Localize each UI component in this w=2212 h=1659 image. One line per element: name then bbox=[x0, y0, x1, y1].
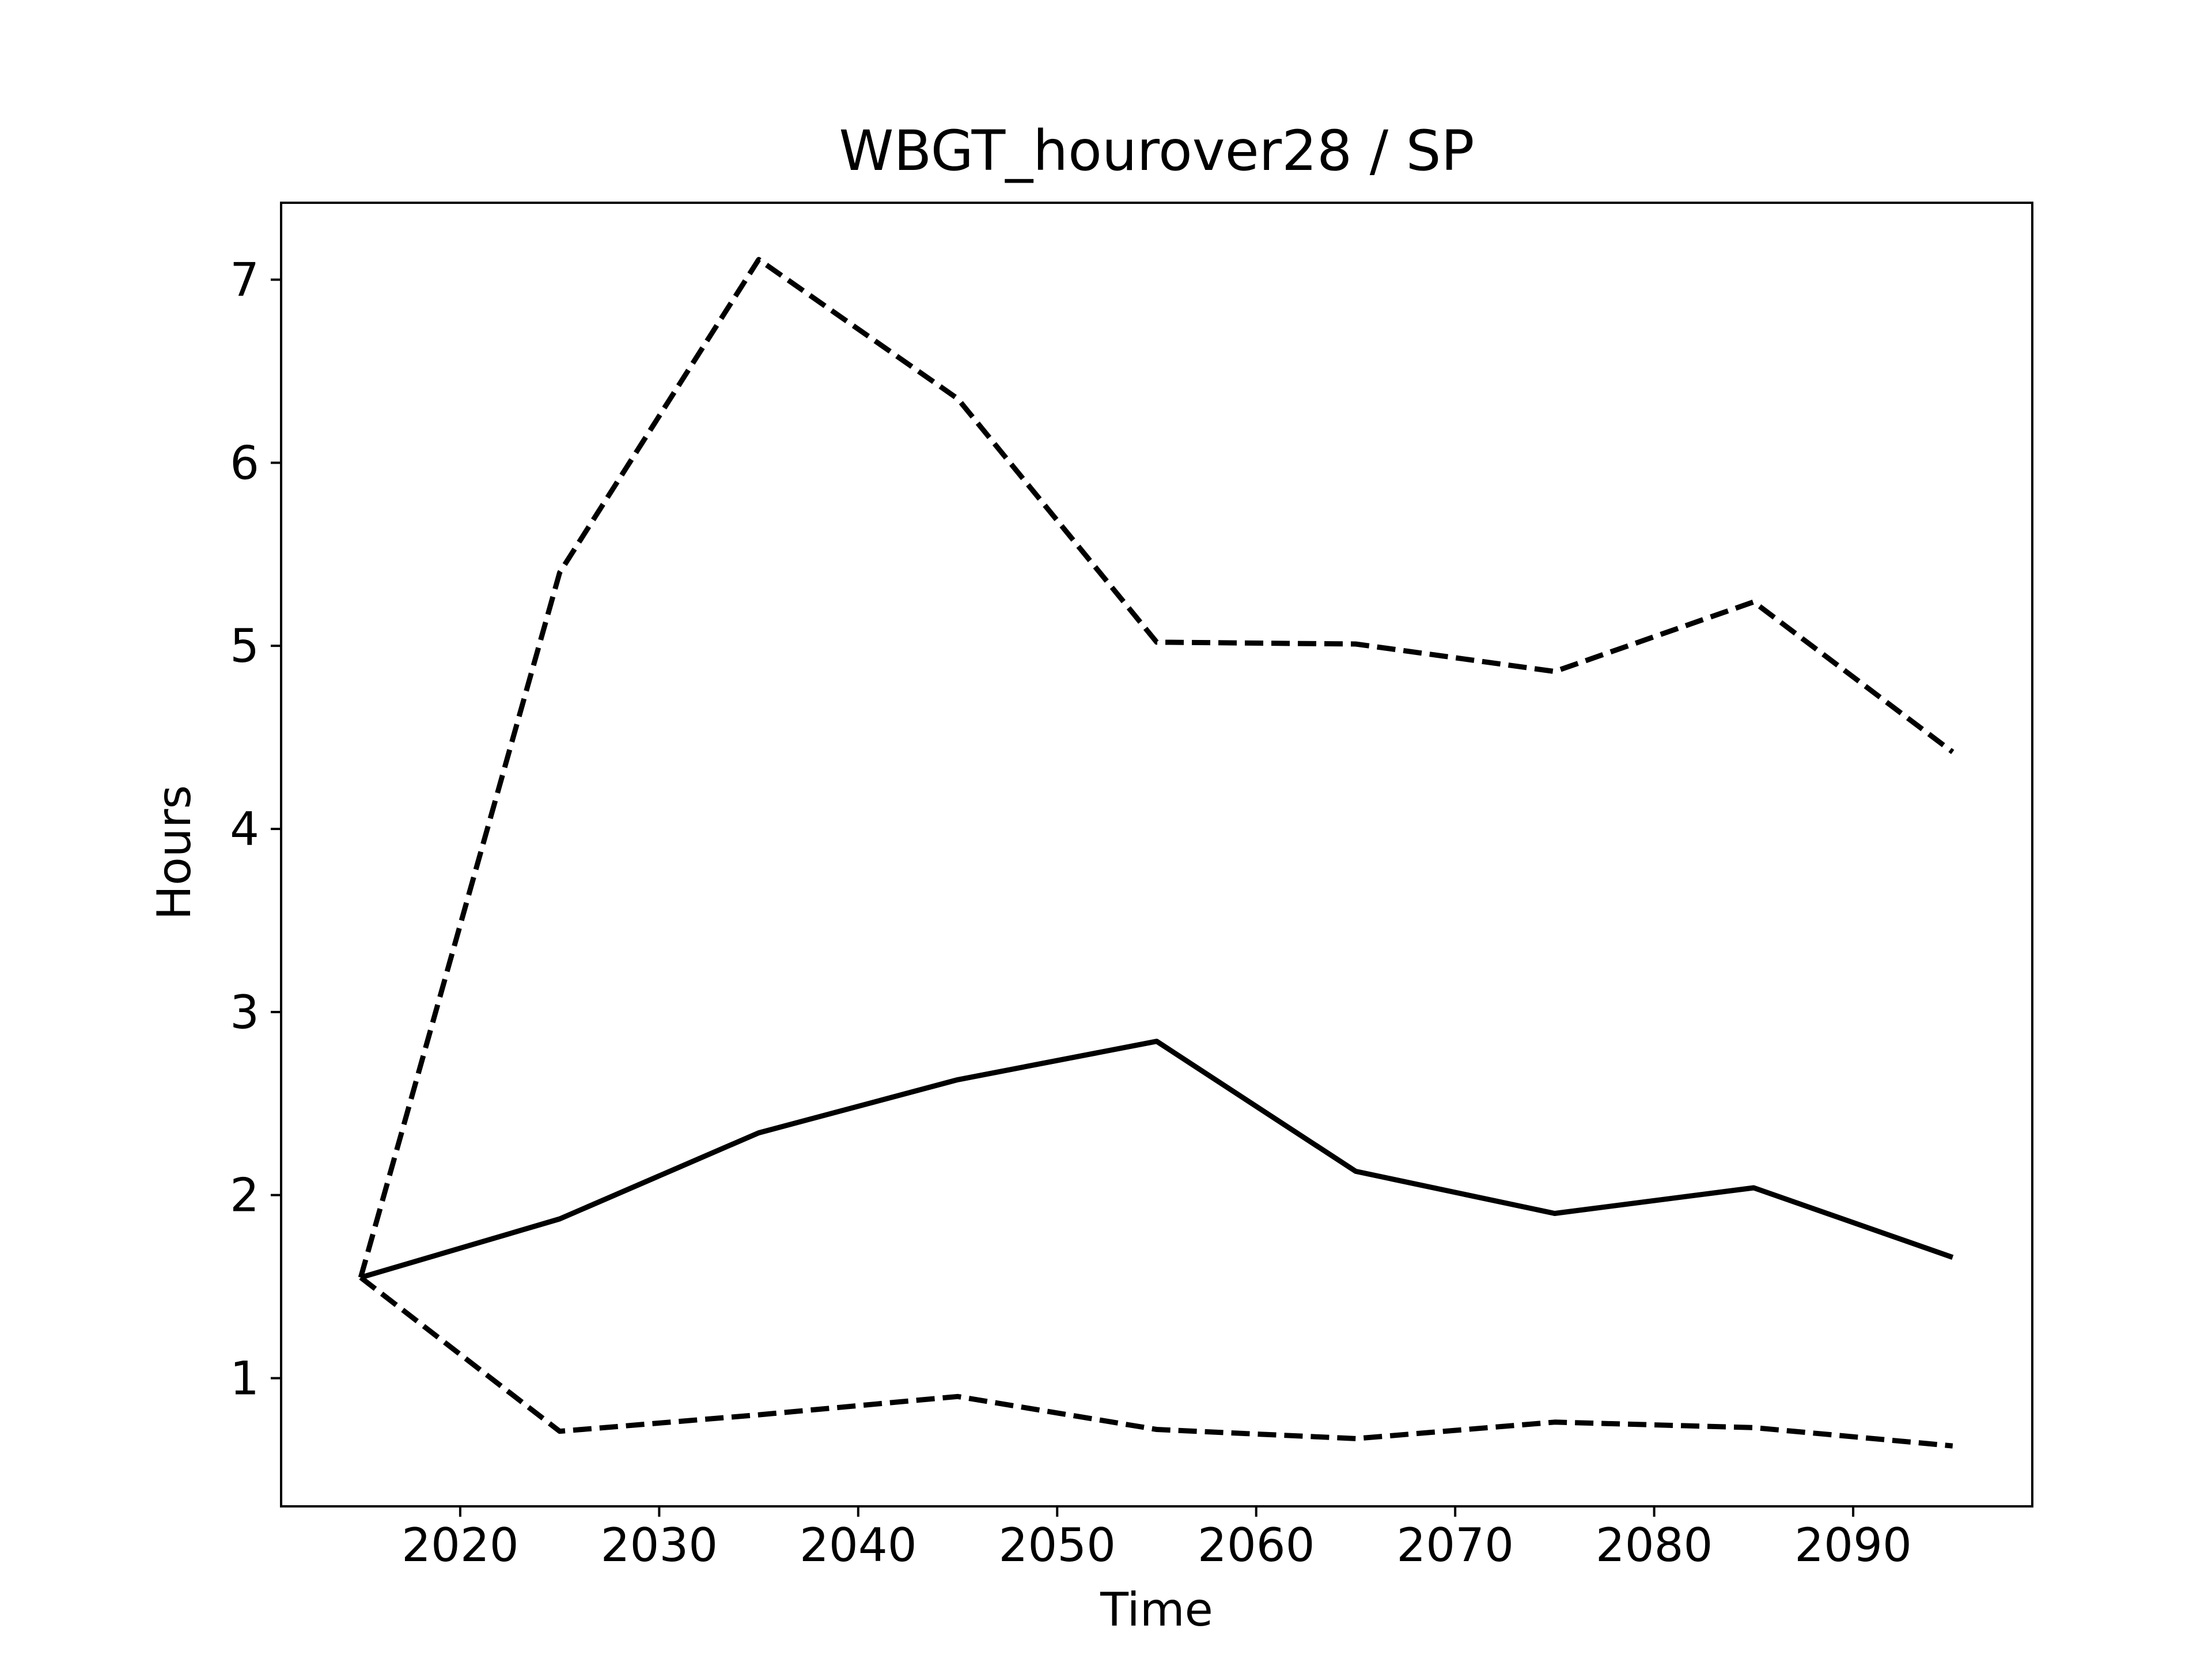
chart-title: WBGT_hourover28 / SP bbox=[839, 119, 1475, 183]
series-line-1 bbox=[359, 1039, 1954, 1281]
x-tick-label-2030: 2030 bbox=[601, 1518, 718, 1572]
y-tick-label-1: 1 bbox=[230, 1352, 259, 1406]
x-tick-label-2090: 2090 bbox=[1794, 1518, 1912, 1572]
series-line-3 bbox=[359, 1275, 1953, 1449]
plot-area: 2020 2030 2040 2050 2060 2070 2080 2090 1 2 3 4 5 6 7 bbox=[230, 202, 2033, 1572]
x-tick-label-2050: 2050 bbox=[998, 1518, 1116, 1572]
x-tick-label-2040: 2040 bbox=[800, 1518, 917, 1572]
x-tick-label-2060: 2060 bbox=[1198, 1518, 1315, 1572]
y-tick-label-4: 4 bbox=[230, 802, 259, 856]
y-tick-label-3: 3 bbox=[230, 986, 259, 1039]
y-tick-label-2: 2 bbox=[230, 1169, 259, 1222]
series-line-2 bbox=[358, 257, 1955, 1278]
plot-frame bbox=[280, 202, 2033, 1508]
y-tick-label-6: 6 bbox=[230, 436, 259, 490]
x-tick-label-2070: 2070 bbox=[1396, 1518, 1514, 1572]
x-tick-label-2080: 2080 bbox=[1596, 1518, 1713, 1572]
x-axis-title: Time bbox=[1100, 1583, 1213, 1637]
y-tick-label-7: 7 bbox=[230, 253, 259, 306]
y-axis-title: Hours bbox=[147, 785, 201, 920]
y-tick-label-5: 5 bbox=[230, 619, 259, 673]
x-tick-label-2020: 2020 bbox=[402, 1518, 519, 1572]
